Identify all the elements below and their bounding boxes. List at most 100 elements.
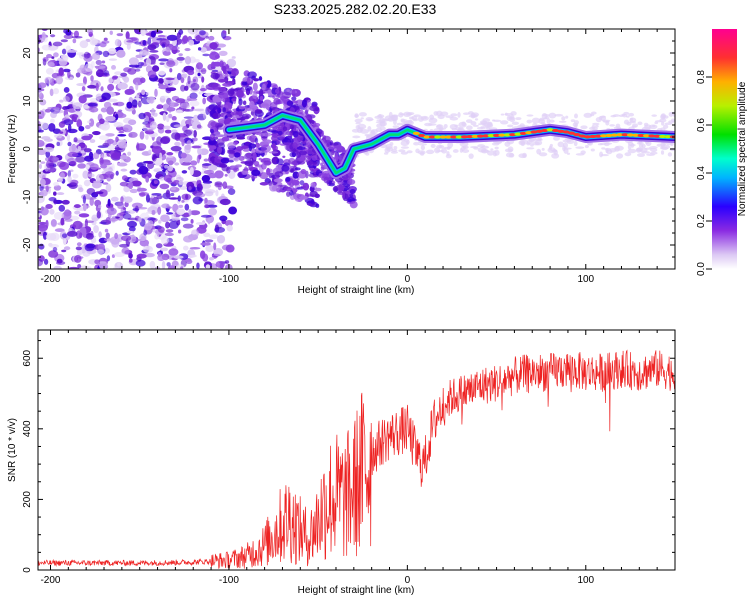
heat-cell: [480, 148, 489, 154]
heat-cell: [480, 126, 484, 129]
heat-cell: [43, 258, 49, 265]
heat-cell: [164, 129, 172, 134]
heat-cell: [258, 157, 262, 161]
heat-cell: [367, 126, 372, 132]
heat-cell: [157, 34, 166, 38]
heat-cell: [158, 58, 169, 62]
heat-cell: [92, 130, 101, 136]
heat-cell: [636, 153, 646, 158]
heat-cell: [177, 195, 181, 202]
heat-cell: [118, 141, 128, 149]
heat-cell: [45, 150, 51, 158]
heat-cell: [307, 165, 317, 168]
heat-cell: [624, 152, 632, 157]
heat-cell: [157, 206, 162, 215]
heat-cell: [48, 250, 59, 258]
heat-cell: [128, 85, 134, 93]
heat-cell: [180, 76, 185, 84]
heat-cell: [284, 122, 290, 128]
heat-cell: [97, 243, 105, 251]
heat-cell: [138, 233, 147, 242]
heat-cell: [117, 133, 127, 137]
heat-cell: [45, 233, 57, 241]
heat-cell: [168, 221, 179, 230]
heat-cell: [145, 176, 150, 183]
heat-cell: [38, 89, 43, 98]
heat-cell: [376, 119, 382, 122]
heat-cell: [247, 76, 251, 84]
heat-cell: [207, 217, 211, 225]
heat-cell: [83, 148, 92, 153]
heat-cell: [161, 235, 169, 245]
ridge-hotspot: [621, 133, 629, 137]
heat-cell: [173, 124, 184, 128]
heat-cell: [603, 142, 610, 147]
heat-cell: [135, 259, 146, 267]
heat-cell: [283, 132, 287, 136]
heat-cell: [384, 147, 391, 154]
heat-cell: [470, 121, 477, 126]
heat-cell: [136, 253, 147, 259]
heat-cell: [183, 85, 189, 91]
heat-cell: [354, 118, 363, 123]
heat-cell: [114, 71, 123, 75]
ridge-hotspot: [616, 133, 624, 137]
heat-cell: [244, 160, 254, 167]
heat-cell: [388, 111, 393, 118]
heat-cell: [135, 143, 147, 151]
heatmap-y-ticks: -20 -10 0 10 20: [22, 28, 675, 270]
heat-cell: [520, 141, 525, 147]
heat-cell: [621, 113, 626, 116]
snr-panel: -200 -100 0 100 0 200 400 600 Height of straig…: [7, 329, 676, 596]
heat-cell: [438, 127, 447, 130]
heat-cell: [127, 68, 137, 75]
heat-cell: [126, 101, 133, 109]
heat-cell: [203, 204, 209, 209]
heat-cell: [171, 212, 176, 221]
heat-cell: [494, 149, 500, 156]
heat-cell: [189, 167, 194, 176]
heat-cell: [296, 146, 306, 151]
heat-cell: [222, 30, 227, 34]
heat-cell: [67, 70, 71, 79]
heat-cell: [423, 116, 427, 120]
heat-cell: [55, 75, 64, 85]
heat-cell: [196, 262, 200, 269]
heat-cell: [121, 175, 128, 181]
heat-cell: [147, 44, 157, 51]
heat-cell: [141, 89, 146, 95]
heat-cell: [85, 125, 91, 130]
heat-cell: [541, 147, 545, 151]
heat-cell: [189, 210, 201, 216]
heat-cell: [125, 31, 130, 40]
heat-cell: [117, 262, 121, 267]
heat-cell: [212, 86, 221, 90]
heat-cell: [272, 143, 276, 151]
heat-cell: [95, 69, 104, 78]
heat-cell: [203, 158, 209, 162]
heat-cell: [120, 72, 128, 77]
heat-cell: [99, 118, 105, 125]
heat-cell: [39, 99, 47, 106]
heat-cell: [136, 187, 147, 192]
heat-cell: [68, 266, 80, 269]
heat-cell: [67, 175, 72, 183]
heat-cell: [531, 117, 541, 124]
heat-cell: [149, 124, 159, 128]
heat-cell: [323, 176, 330, 184]
heat-cell: [136, 207, 148, 210]
heat-cell: [227, 149, 235, 155]
heat-cell: [100, 86, 104, 92]
heat-cell: [289, 189, 294, 196]
heat-cell: [358, 112, 367, 117]
heat-cell: [67, 170, 72, 178]
heat-cell: [166, 212, 174, 215]
heat-cell: [296, 186, 305, 190]
heat-cell: [75, 72, 81, 78]
heat-cell: [590, 148, 595, 152]
heat-cell: [39, 122, 49, 130]
heat-cell: [315, 203, 320, 208]
heat-cell: [85, 233, 94, 240]
ridge-hotspot: [450, 135, 458, 139]
